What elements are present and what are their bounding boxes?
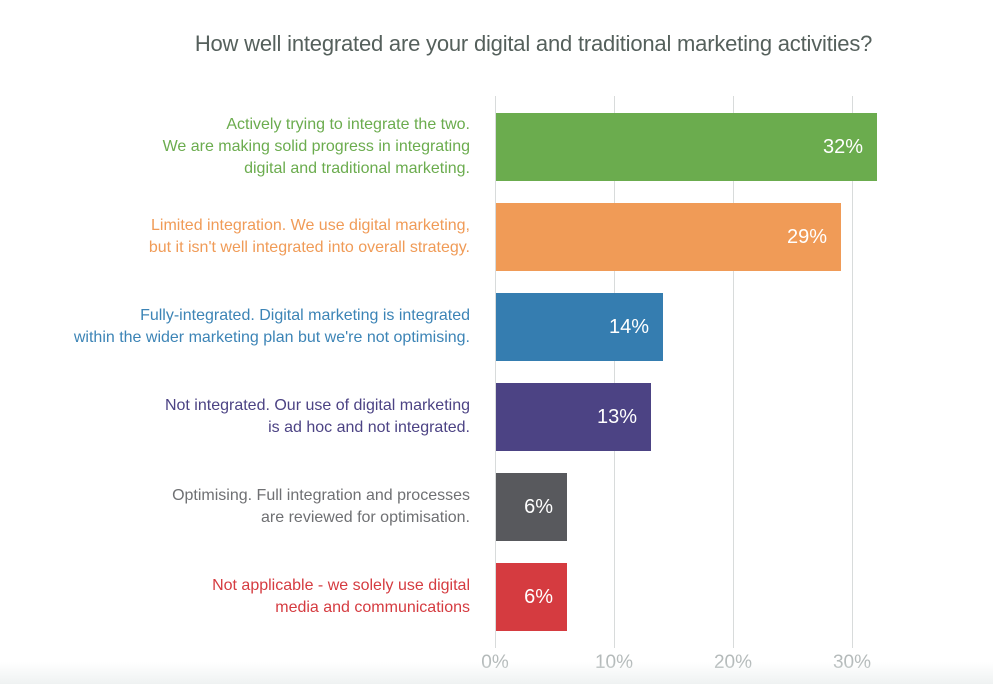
bar-not-applicable: 6% [496, 563, 567, 631]
x-axis-tick-label: 0% [481, 652, 509, 673]
category-label-not-applicable: Not applicable - we solely use digital m… [212, 577, 470, 616]
gridline-0pct [495, 96, 496, 648]
category-label-not-integrated: Not integrated. Our use of digital marke… [164, 397, 470, 436]
category-label-limited-integration: Limited integration. We use digital mark… [148, 217, 470, 256]
gridline-20pct [733, 96, 734, 648]
category-label-actively-trying: Actively trying to integrate the two. We… [162, 116, 470, 177]
x-axis-tick-label: 10% [594, 652, 634, 673]
bar-optimising: 6% [496, 473, 567, 541]
bar-value-label: 14% [608, 316, 649, 338]
x-axis-tick-label: 20% [713, 652, 753, 673]
category-label-optimising: Optimising. Full integration and process… [172, 487, 470, 526]
bar-limited-integration: 29% [496, 203, 841, 271]
bar-actively-trying: 32% [496, 113, 877, 181]
category-label-fully-integrated: Fully-integrated. Digital marketing is i… [73, 307, 470, 346]
x-axis-tick-label: 30% [832, 652, 872, 673]
bar-value-label: 29% [786, 226, 827, 248]
bar-value-label: 6% [524, 586, 553, 608]
bar-not-integrated: 13% [496, 383, 651, 451]
gridline-30pct [852, 96, 853, 648]
x-axis: 0% 10% 20% 30% [481, 652, 993, 678]
bar-fully-integrated: 14% [496, 293, 663, 361]
plot-area: 32% 29% 14% 13% 6% 6% [494, 96, 993, 648]
bar-value-label: 32% [822, 136, 863, 158]
bar-value-label: 13% [596, 406, 637, 428]
bar-value-label: 6% [524, 496, 553, 518]
chart-title: How well integrated are your digital and… [194, 31, 873, 56]
gridline-10pct [614, 96, 615, 648]
